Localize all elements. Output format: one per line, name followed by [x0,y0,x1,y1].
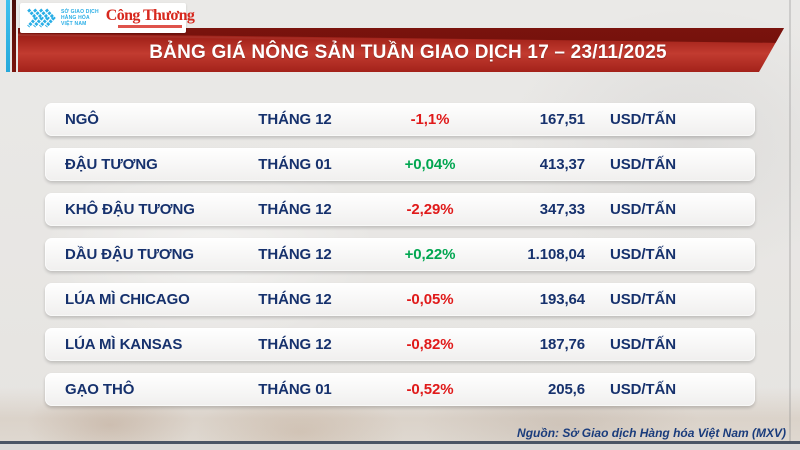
contract-month: THÁNG 12 [258,246,332,263]
price-value: 167,51 [539,111,585,128]
price-value: 193,64 [539,291,585,308]
price-table: NGÔ THÁNG 12 -1,1% 167,51 USD/TẤN ĐẬU TƯ… [45,103,755,418]
contract-month: THÁNG 12 [258,201,332,218]
price-value: 413,37 [539,156,585,173]
commodity-name: GẠO THÔ [65,381,135,398]
page-title: BẢNG GIÁ NÔNG SẢN TUẦN GIAO DỊCH 17 – 23… [149,42,667,63]
price-value: 187,76 [539,336,585,353]
table-row: ĐẬU TƯƠNG THÁNG 01 +0,04% 413,37 USD/TẤN [45,148,755,181]
table-row: DẦU ĐẬU TƯƠNG THÁNG 12 +0,22% 1.108,04 U… [45,238,755,271]
table-row: GẠO THÔ THÁNG 01 -0,52% 205,6 USD/TẤN [45,373,755,406]
mxv-logo-line: HÀNG HÓA [61,15,90,21]
price-unit: USD/TẤN [610,291,676,308]
mxv-logo-text: SỞ GIAO DỊCH HÀNG HÓA VIỆT NAM [61,9,99,27]
congthuong-logo-text: Công Thương [105,7,195,24]
commodity-name: LÚA MÌ KANSAS [65,336,183,353]
contract-month: THÁNG 01 [258,156,332,173]
change-percent: -2,29% [406,201,454,218]
bottom-border-light [0,444,800,450]
table-row: NGÔ THÁNG 12 -1,1% 167,51 USD/TẤN [45,103,755,136]
change-percent: -1,1% [410,111,450,128]
logo-box: SỞ GIAO DỊCH HÀNG HÓA VIỆT NAM Công Thươ… [20,3,195,33]
commodity-name: NGÔ [65,111,99,128]
change-percent: +0,22% [404,246,456,263]
price-value: 1.108,04 [527,246,585,263]
price-unit: USD/TẤN [610,156,676,173]
mxv-logo-line: VIỆT NAM [61,21,87,27]
change-percent: +0,04% [404,156,456,173]
congthuong-tagline-bar [118,25,183,28]
commodity-name: ĐẬU TƯƠNG [65,156,158,173]
contract-month: THÁNG 01 [258,381,332,398]
left-stripe-maroon [12,0,16,72]
background-edge-line [789,0,791,441]
price-value: 347,33 [539,201,585,218]
contract-month: THÁNG 12 [258,111,332,128]
price-unit: USD/TẤN [610,246,676,263]
contract-month: THÁNG 12 [258,336,332,353]
table-row: LÚA MÌ CHICAGO THÁNG 12 -0,05% 193,64 US… [45,283,755,316]
price-unit: USD/TẤN [610,111,676,128]
mxv-logo-line: SỞ GIAO DỊCH [61,9,99,15]
table-row: LÚA MÌ KANSAS THÁNG 12 -0,82% 187,76 USD… [45,328,755,361]
change-percent: -0,05% [406,291,454,308]
commodity-name: DẦU ĐẬU TƯƠNG [65,246,194,263]
price-unit: USD/TẤN [610,381,676,398]
commodity-name: KHÔ ĐẬU TƯƠNG [65,201,195,218]
price-unit: USD/TẤN [610,201,676,218]
change-percent: -0,82% [406,336,454,353]
title-banner: BẢNG GIÁ NÔNG SẢN TUẦN GIAO DỊCH 17 – 23… [18,28,784,72]
price-value: 205,6 [547,381,585,398]
table-row: KHÔ ĐẬU TƯƠNG THÁNG 12 -2,29% 347,33 USD… [45,193,755,226]
left-stripe-cyan [6,0,10,72]
bottom-border [0,441,800,444]
commodity-name: LÚA MÌ CHICAGO [65,291,190,308]
congthuong-logo: Công Thương [106,8,195,28]
source-note: Nguồn: Sở Giao dịch Hàng hóa Việt Nam (M… [517,426,786,440]
mxv-chevrons-icon [27,8,56,28]
contract-month: THÁNG 12 [258,291,332,308]
price-unit: USD/TẤN [610,336,676,353]
change-percent: -0,52% [406,381,454,398]
